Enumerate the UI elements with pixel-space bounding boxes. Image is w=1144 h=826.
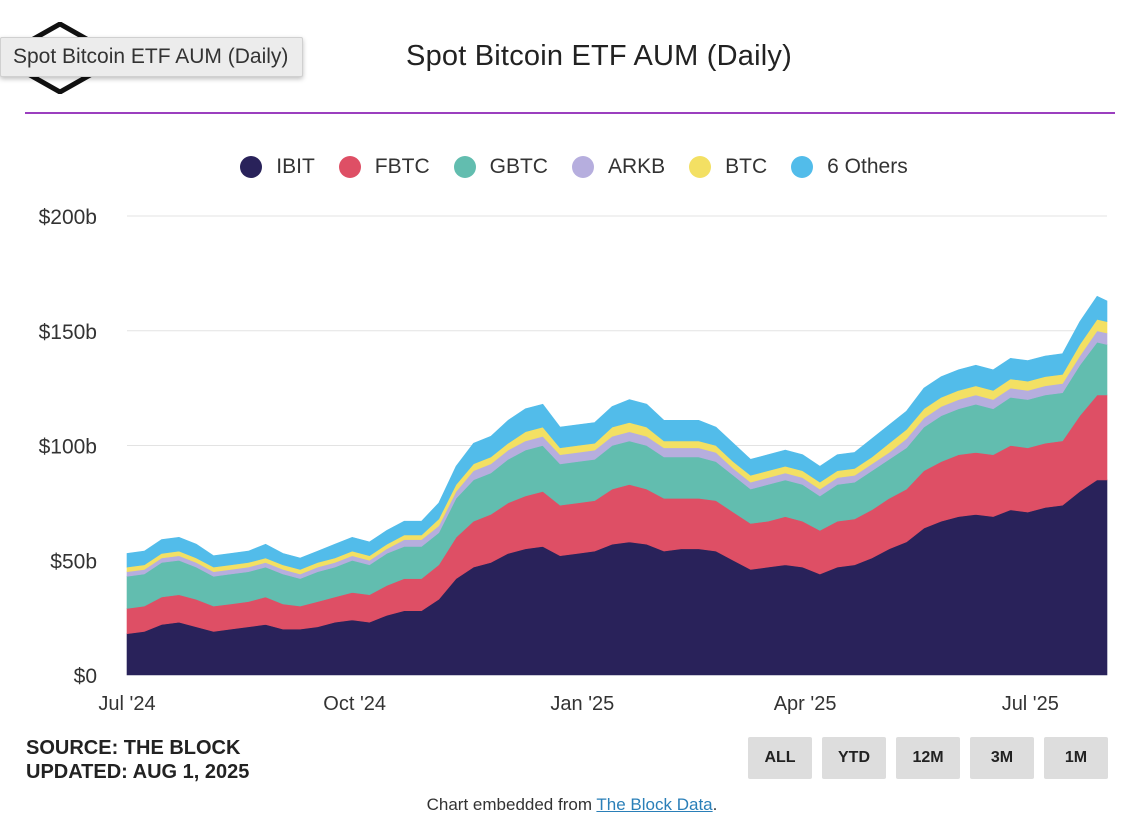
legend-item-btc[interactable]: BTC <box>689 155 767 179</box>
range-selector: ALL YTD 12M 3M 1M <box>748 737 1108 779</box>
range-button-ytd[interactable]: YTD <box>822 737 886 779</box>
legend-swatch <box>240 156 263 178</box>
legend-label: IBIT <box>276 155 315 178</box>
title-tooltip: Spot Bitcoin ETF AUM (Daily) <box>0 37 304 77</box>
range-button-all[interactable]: ALL <box>748 737 812 779</box>
legend-item-fbtc[interactable]: FBTC <box>338 155 430 179</box>
updated-line: UPDATED: AUG 1, 2025 <box>26 761 250 783</box>
y-tick-label: $150b <box>39 321 97 344</box>
chart-legend: IBIT FBTC GBTC ARKB BTC 6 Others <box>0 155 1144 179</box>
legend-item-6-others[interactable]: 6 Others <box>791 155 908 179</box>
y-axis-ticks: $0 $50b $100b $150b $200b <box>39 206 97 688</box>
the-block-data-link[interactable]: The Block Data <box>596 795 713 814</box>
legend-item-arkb[interactable]: ARKB <box>571 155 666 179</box>
legend-label: ARKB <box>607 155 666 178</box>
legend-swatch <box>571 156 594 178</box>
legend-label: BTC <box>725 155 768 178</box>
x-tick-label: Oct '24 <box>323 693 386 715</box>
embed-note: Chart embedded from The Block Data. <box>0 795 1144 815</box>
range-button-12m[interactable]: 12M <box>896 737 960 779</box>
embed-prefix: Chart embedded from <box>426 795 597 814</box>
x-tick-label: Jul '24 <box>98 693 155 715</box>
area-6-others[interactable] <box>126 295 1108 570</box>
x-tick-label: Jan '25 <box>550 693 614 715</box>
legend-item-ibit[interactable]: IBIT <box>240 155 315 179</box>
range-button-3m[interactable]: 3M <box>970 737 1034 779</box>
x-axis-ticks: Jul '24 Oct '24 Jan '25 Apr '25 Jul '25 <box>98 693 1058 715</box>
legend-item-gbtc[interactable]: GBTC <box>453 155 548 179</box>
legend-swatch <box>689 156 712 178</box>
x-tick-label: Apr '25 <box>774 693 837 715</box>
x-tick-label: Jul '25 <box>1002 693 1059 715</box>
stacked-area-chart: $0 $50b $100b $150b $200b Jul '24 Oct '24 Jan … <box>39 206 1108 715</box>
legend-swatch <box>338 156 361 178</box>
range-button-1m[interactable]: 1M <box>1044 737 1108 779</box>
y-tick-label: $0 <box>74 665 97 688</box>
embed-suffix: . <box>712 795 718 814</box>
chart-title: Spot Bitcoin ETF AUM (Daily) <box>406 40 792 72</box>
y-tick-label: $200b <box>39 206 97 229</box>
legend-swatch <box>453 156 476 178</box>
source-line: SOURCE: THE BLOCK <box>26 737 241 759</box>
legend-label: GBTC <box>489 155 548 178</box>
area-series <box>126 295 1108 676</box>
y-tick-label: $50b <box>50 550 97 573</box>
legend-label: FBTC <box>374 155 430 178</box>
legend-swatch <box>791 156 814 178</box>
y-tick-label: $100b <box>39 436 97 459</box>
source-note: SOURCE: THE BLOCK UPDATED: AUG 1, 2025 <box>26 736 249 784</box>
title-divider <box>25 112 1115 114</box>
legend-label: 6 Others <box>827 155 908 178</box>
